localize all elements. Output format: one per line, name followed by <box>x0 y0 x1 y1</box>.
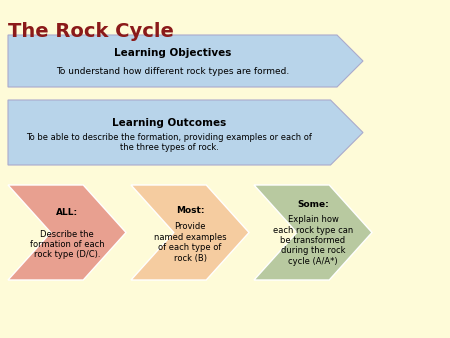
Text: Learning Objectives: Learning Objectives <box>114 48 231 58</box>
Text: ALL:: ALL: <box>56 208 78 217</box>
Text: Some:: Some: <box>297 200 329 209</box>
Text: To understand how different rock types are formed.: To understand how different rock types a… <box>56 67 289 75</box>
Text: Provide
named examples
of each type of
rock (B): Provide named examples of each type of r… <box>154 222 226 263</box>
PathPatch shape <box>8 185 126 280</box>
Text: The Rock Cycle: The Rock Cycle <box>8 22 174 41</box>
Text: Explain how
each rock type can
be transformed
during the rock
cycle (A/A*): Explain how each rock type can be transf… <box>273 215 353 266</box>
PathPatch shape <box>8 100 363 165</box>
PathPatch shape <box>8 35 363 87</box>
PathPatch shape <box>131 185 249 280</box>
Text: To be able to describe the formation, providing examples or each of
the three ty: To be able to describe the formation, pr… <box>26 133 312 152</box>
Text: Describe the
formation of each
rock type (D/C).: Describe the formation of each rock type… <box>30 230 104 259</box>
Text: Learning Outcomes: Learning Outcomes <box>112 118 226 127</box>
Text: Most:: Most: <box>176 206 204 215</box>
PathPatch shape <box>254 185 372 280</box>
